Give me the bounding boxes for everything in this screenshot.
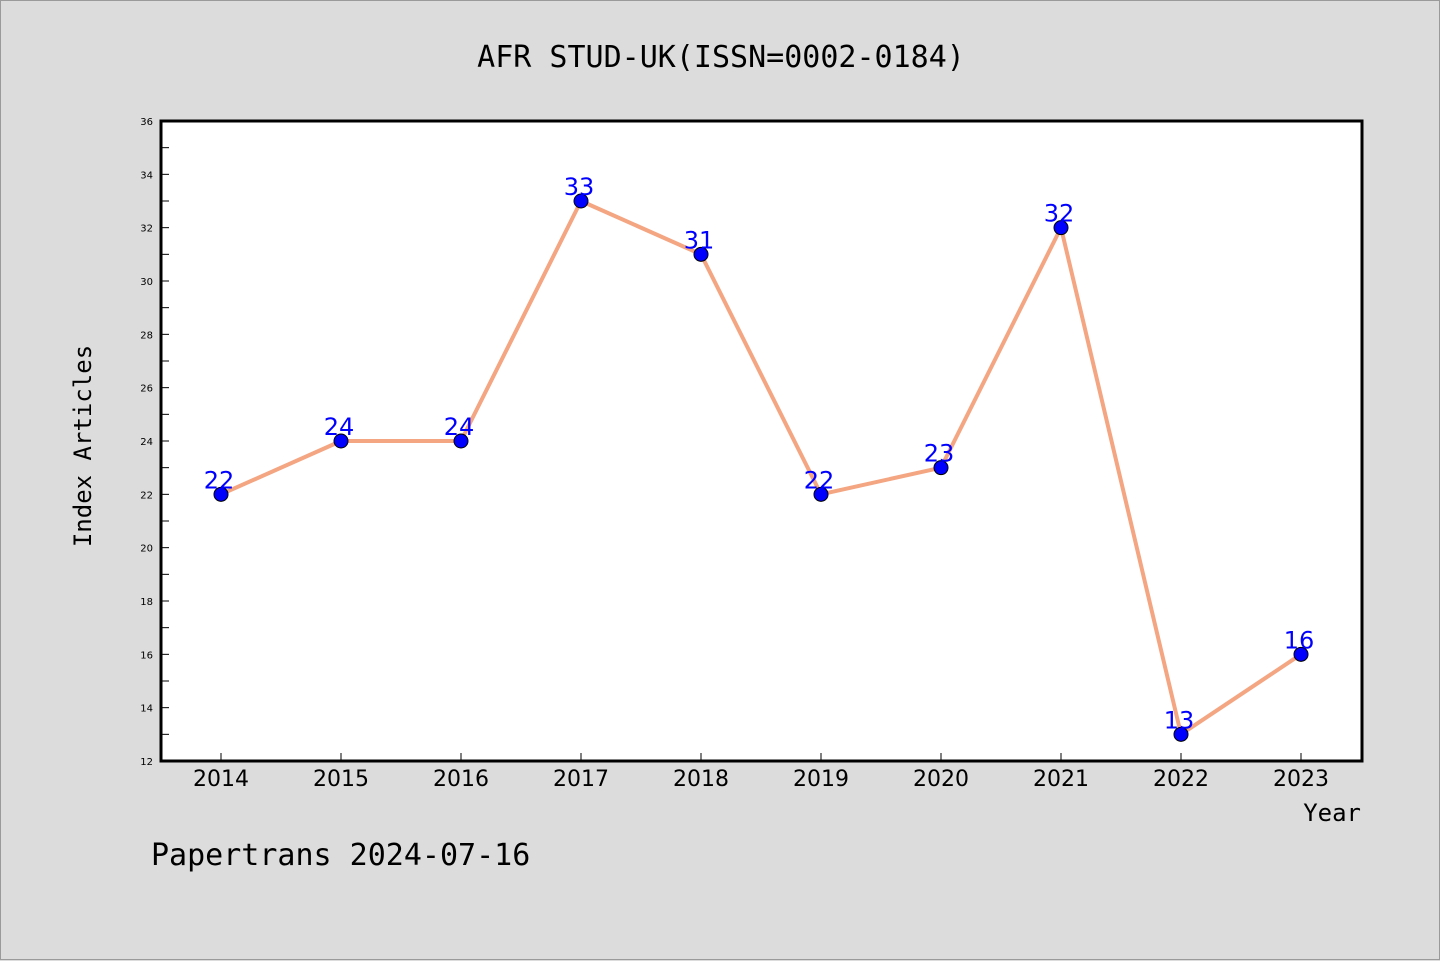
footer-source: Papertrans 2024-07-16	[151, 838, 530, 873]
x-tick-label: 2014	[193, 767, 249, 792]
data-label: 16	[1284, 626, 1315, 654]
data-point	[933, 460, 949, 476]
data-point	[453, 433, 469, 449]
data-label: 31	[684, 226, 715, 254]
y-tick-label: 12	[140, 757, 153, 768]
data-label: 32	[1044, 200, 1075, 228]
x-axis-label: Year	[1303, 799, 1361, 827]
data-point	[333, 433, 349, 449]
data-point	[1053, 220, 1069, 236]
y-tick-label: 14	[140, 704, 153, 715]
data-point	[813, 486, 829, 502]
data-point	[1173, 726, 1189, 742]
data-label: 24	[324, 413, 355, 441]
data-point	[213, 486, 229, 502]
data-point	[693, 246, 709, 262]
series-line: 22 24 24 33 31 22 23 32 13 16	[204, 173, 1315, 742]
y-tick-label: 20	[140, 544, 153, 555]
x-tick-label: 2022	[1153, 767, 1209, 792]
y-axis-label: Index Articles	[69, 345, 97, 547]
data-label: 13	[1164, 706, 1195, 734]
x-tick-label: 2020	[913, 767, 969, 792]
y-tick-label: 22	[140, 490, 153, 501]
y-tick-label: 36	[140, 117, 153, 128]
data-label: 24	[444, 413, 475, 441]
data-point	[1293, 646, 1309, 662]
y-tick-label: 18	[140, 597, 153, 608]
y-tick-label: 26	[140, 384, 153, 395]
y-tick-label: 16	[140, 650, 153, 661]
data-point	[573, 193, 589, 209]
x-axis: 2014 2015 2016 2017 2018 2019 2020 2021 2022 2023	[193, 753, 1329, 792]
data-label: 33	[564, 173, 595, 201]
x-tick-label: 2015	[313, 767, 369, 792]
y-tick-label: 24	[140, 437, 153, 448]
y-tick-label: 28	[140, 330, 153, 341]
y-tick-label: 30	[140, 277, 153, 288]
x-tick-label: 2021	[1033, 767, 1089, 792]
y-tick-label: 34	[140, 170, 153, 181]
x-tick-label: 2016	[433, 767, 489, 792]
data-label: 22	[204, 466, 235, 494]
chart-title: AFR STUD-UK(ISSN=0002-0184)	[477, 40, 965, 75]
plot-frame	[159, 119, 1364, 763]
x-tick-label: 2017	[553, 767, 609, 792]
x-tick-label: 2023	[1273, 767, 1329, 792]
series-polyline	[220, 199, 1303, 737]
y-tick-label: 32	[140, 224, 153, 235]
data-label: 22	[804, 466, 835, 494]
x-tick-label: 2018	[673, 767, 729, 792]
data-label: 23	[924, 440, 955, 468]
x-tick-label: 2019	[793, 767, 849, 792]
